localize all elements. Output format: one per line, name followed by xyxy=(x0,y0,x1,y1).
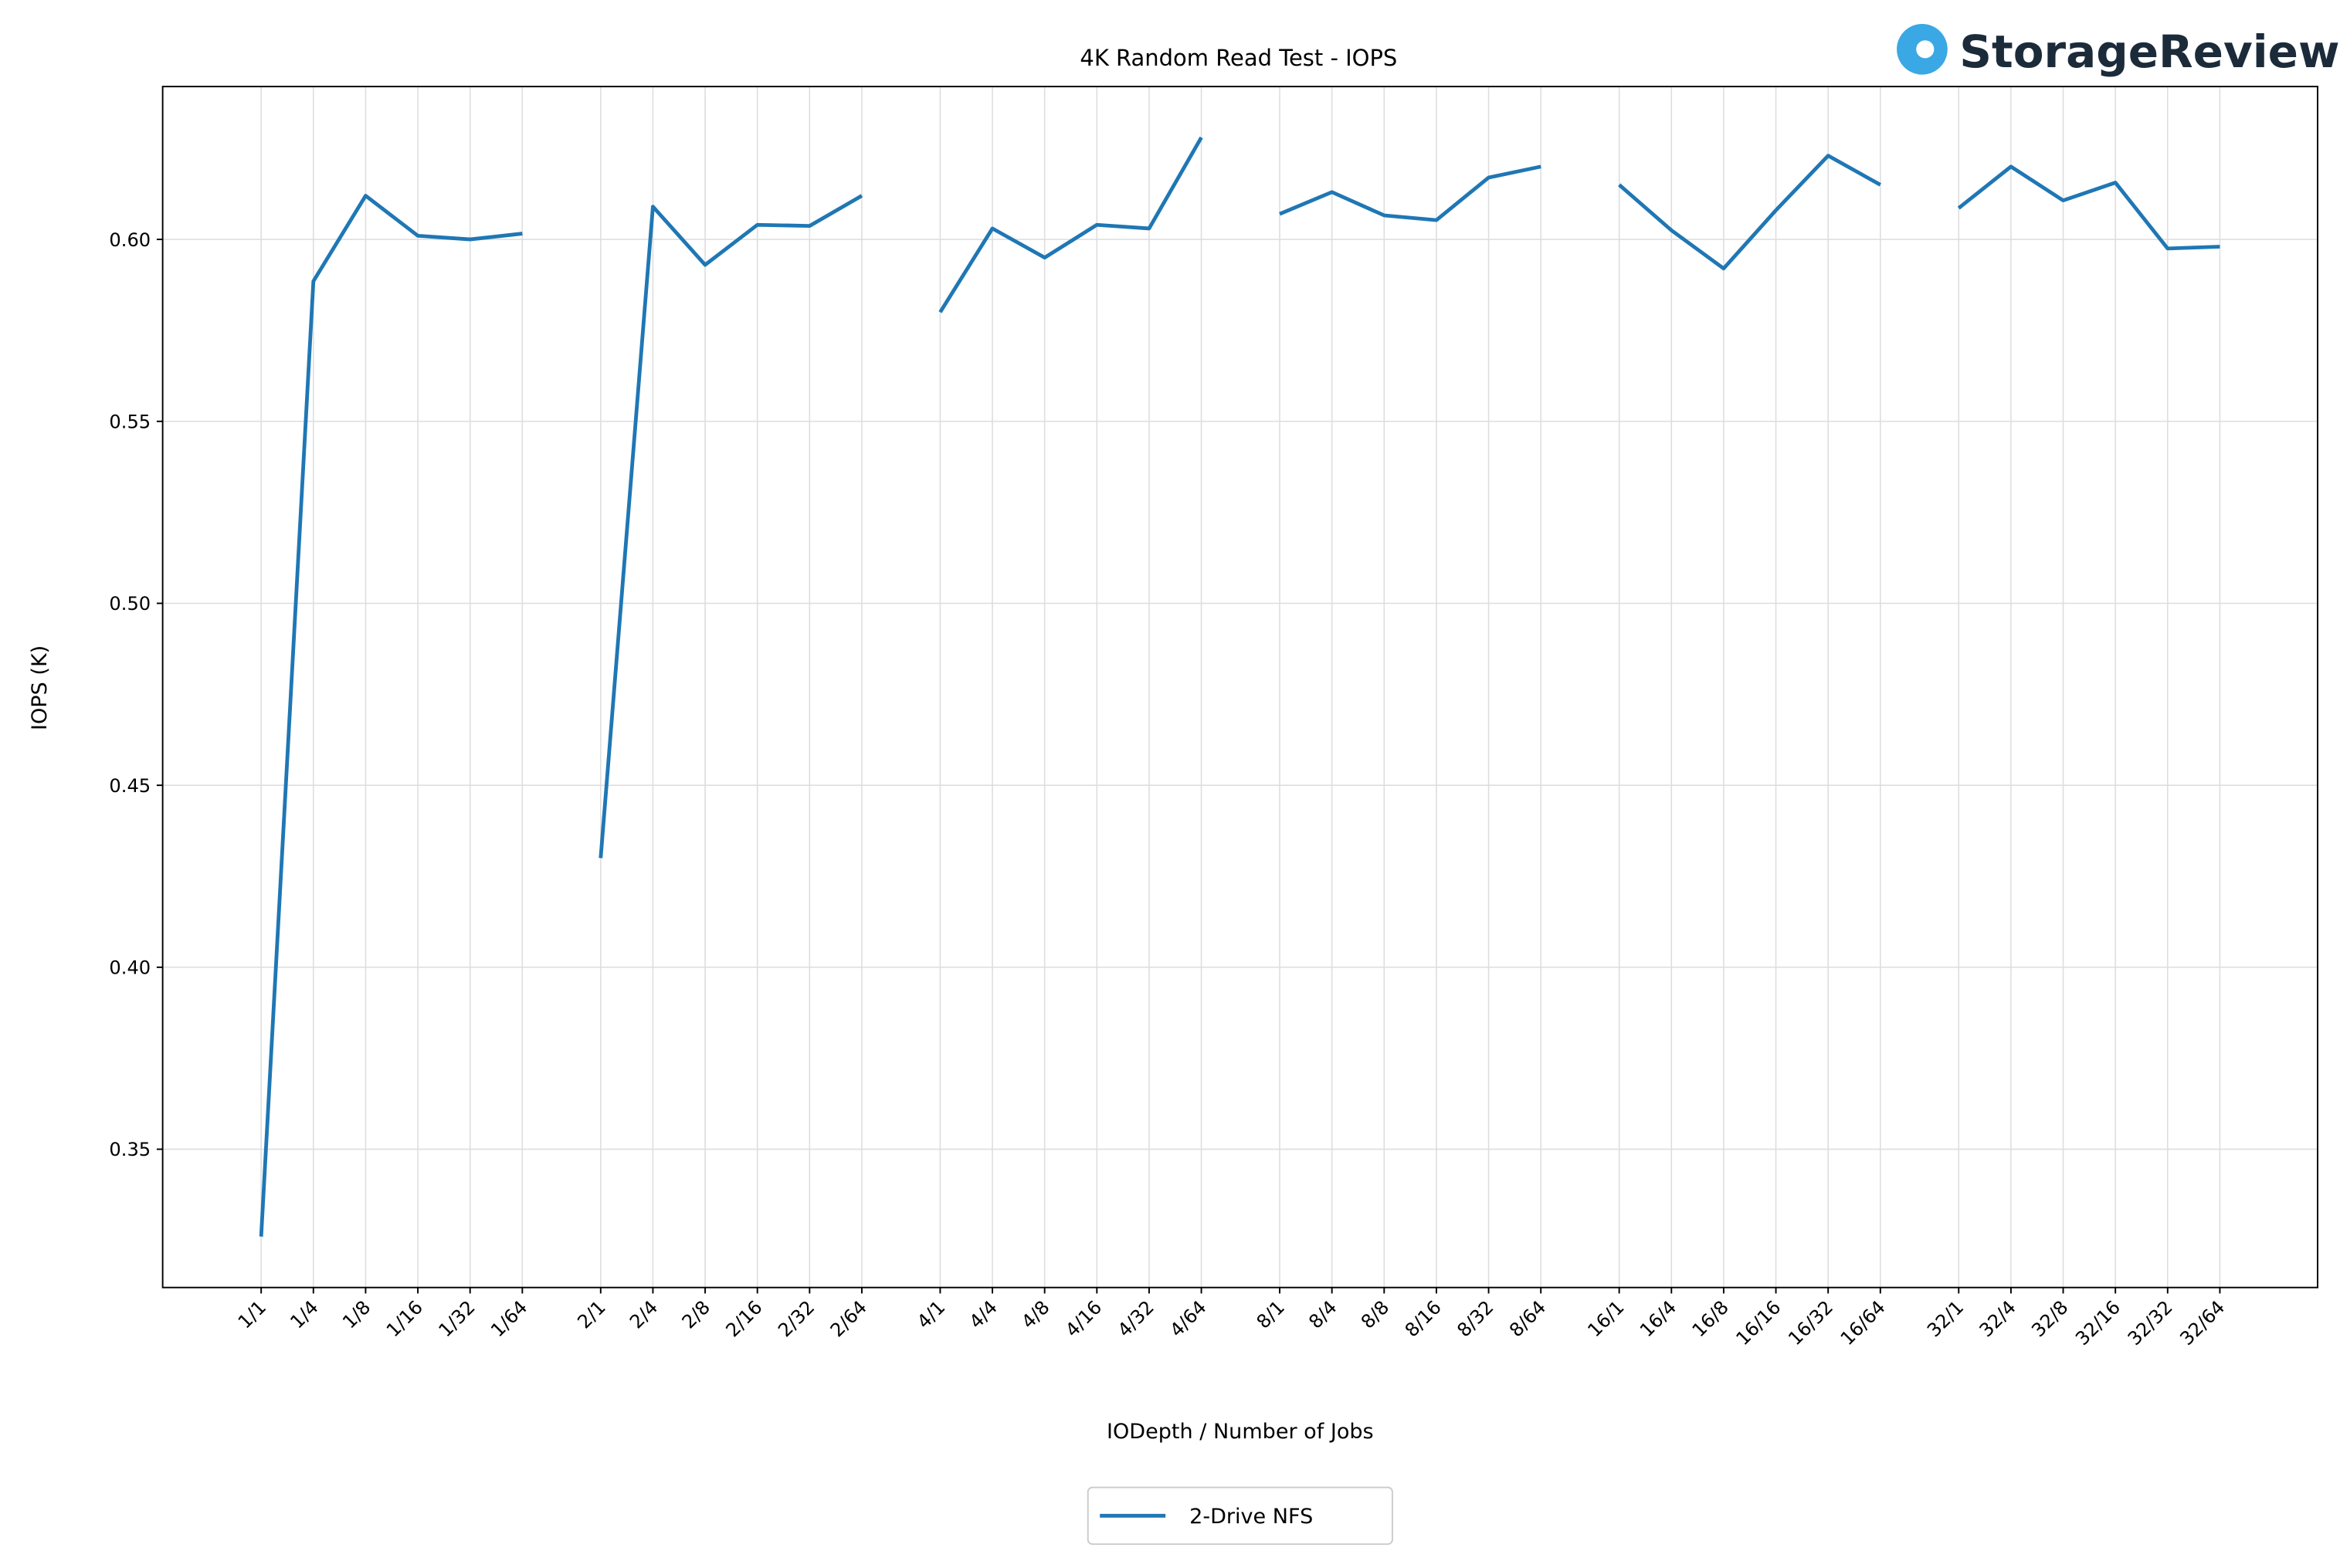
x-axis-label: IODepth / Number of Jobs xyxy=(1107,1420,1374,1444)
y-tick-label: 0.60 xyxy=(109,229,151,251)
chart-title: 4K Random Read Test - IOPS xyxy=(1080,45,1397,71)
y-tick-label: 0.55 xyxy=(109,411,151,432)
logo: StorageReview xyxy=(1959,25,2339,78)
logo-icon-hole xyxy=(1916,40,1935,59)
data-line xyxy=(259,136,2220,1237)
y-axis-label: IOPS (K) xyxy=(28,645,52,730)
y-tick-label: 0.45 xyxy=(109,775,151,797)
legend-frame xyxy=(1087,1486,1393,1546)
y-tick-label: 0.35 xyxy=(109,1139,151,1160)
plot-frame xyxy=(161,86,2318,1289)
y-tick-label: 0.40 xyxy=(109,957,151,979)
y-tick-label: 0.50 xyxy=(109,593,151,615)
legend-label: 2-Drive NFS xyxy=(1189,1505,1313,1529)
